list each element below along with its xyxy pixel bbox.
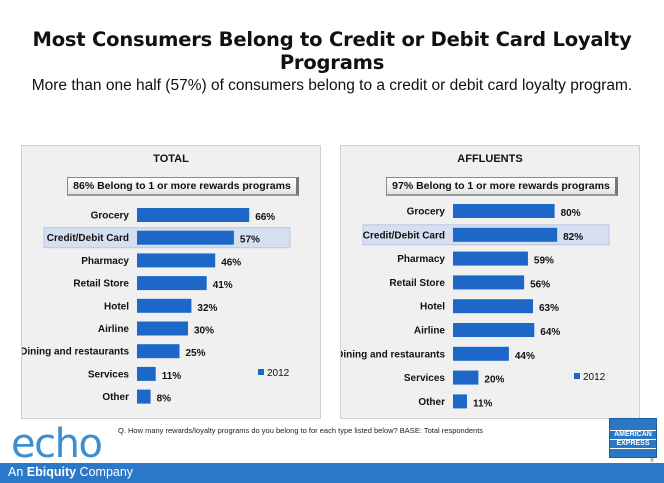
data-label: 11%	[473, 398, 493, 409]
footer-prefix: An	[8, 465, 27, 479]
legend-label: 2012	[583, 372, 606, 383]
category-label: Credit/Debit Card	[363, 230, 445, 241]
category-label: Retail Store	[389, 278, 445, 289]
chart-title: TOTAL	[153, 153, 189, 165]
bar	[453, 227, 558, 242]
total-bar-chart: Grocery 66% Credit/Debit Card 57% Pharmacy 46…	[22, 208, 291, 405]
bar	[453, 370, 479, 385]
data-label: 63%	[539, 303, 559, 314]
bar	[453, 346, 509, 361]
footer-tagline: An Ebiquity Company	[8, 465, 133, 479]
bar	[137, 344, 180, 359]
data-label: 46%	[221, 257, 241, 268]
category-label: Pharmacy	[81, 256, 129, 267]
category-label: Airline	[414, 326, 446, 337]
legend-swatch	[258, 369, 264, 375]
bar	[453, 275, 525, 290]
footer-brand: Ebiquity	[26, 465, 77, 479]
category-label: Hotel	[104, 301, 129, 312]
bar	[137, 253, 216, 268]
data-label: 11%	[162, 371, 182, 382]
affluents-bar-chart: Grocery 80% Credit/Debit Card 82% Pharmacy 59…	[341, 204, 610, 409]
bar	[453, 204, 555, 218]
page-title: Most Consumers Belong to Credit or Debit…	[32, 28, 632, 74]
data-label: 8%	[157, 394, 172, 405]
chart-legend: 2012	[258, 368, 289, 379]
page-subtitle: More than one half (57%) of consumers be…	[31, 77, 633, 94]
echo-logo: echo	[11, 421, 103, 467]
category-label: Credit/Debit Card	[47, 233, 129, 244]
category-label: Services	[404, 373, 446, 384]
legend-label: 2012	[267, 368, 290, 379]
total-chart-panel: TOTAL 86% Belong to 1 or more rewards pr…	[21, 145, 321, 419]
legend-swatch	[574, 373, 580, 379]
data-label: 44%	[515, 351, 535, 362]
category-label: Grocery	[91, 211, 130, 222]
data-label: 30%	[194, 326, 214, 337]
category-label: Other	[102, 392, 129, 403]
data-label: 66%	[255, 212, 275, 223]
category-label: Other	[418, 397, 445, 408]
category-label: Grocery	[407, 207, 446, 218]
bar	[137, 321, 188, 336]
data-label: 20%	[484, 375, 504, 386]
data-label: 57%	[240, 235, 260, 246]
chart-legend: 2012	[574, 372, 605, 383]
bar	[137, 298, 192, 313]
category-label: Services	[88, 369, 130, 380]
data-label: 59%	[534, 256, 554, 267]
footer-suffix: Company	[76, 465, 134, 479]
bar	[453, 323, 535, 337]
american-express-logo: AMERICAN EXPRESS	[609, 418, 657, 458]
category-label: Hotel	[420, 302, 445, 313]
chart-title: AFFLUENTS	[457, 153, 523, 165]
data-label: 64%	[540, 327, 560, 338]
registered-mark: ®	[650, 458, 654, 464]
amex-logo-line2: EXPRESS	[610, 440, 656, 449]
data-label: 82%	[563, 232, 583, 243]
data-label: 56%	[530, 279, 550, 290]
bar	[453, 394, 467, 409]
rewards-annotation-badge: 86% Belong to 1 or more rewards programs	[67, 177, 299, 196]
footer-bar: An Ebiquity Company	[0, 463, 664, 483]
bar	[453, 299, 534, 314]
category-label: Airline	[98, 324, 130, 335]
bar	[453, 251, 528, 266]
data-label: 25%	[186, 348, 206, 359]
affluents-chart-panel: AFFLUENTS 97% Belong to 1 or more reward…	[340, 145, 640, 419]
bar	[137, 208, 250, 222]
bar	[137, 389, 151, 404]
survey-question-note: Q. How many rewards/loyalty programs do …	[118, 426, 484, 435]
amex-logo-line1: AMERICAN	[610, 430, 656, 440]
data-label: 32%	[197, 303, 217, 314]
category-label: Dining and restaurants	[22, 347, 129, 358]
bar	[137, 230, 234, 245]
data-label: 80%	[561, 208, 581, 219]
category-label: Pharmacy	[397, 254, 445, 265]
bar	[137, 366, 156, 381]
category-label: Dining and restaurants	[341, 349, 445, 360]
rewards-annotation-badge: 97% Belong to 1 or more rewards programs	[386, 177, 618, 196]
category-label: Retail Store	[73, 279, 129, 290]
data-label: 41%	[213, 280, 233, 291]
bar	[137, 276, 207, 291]
